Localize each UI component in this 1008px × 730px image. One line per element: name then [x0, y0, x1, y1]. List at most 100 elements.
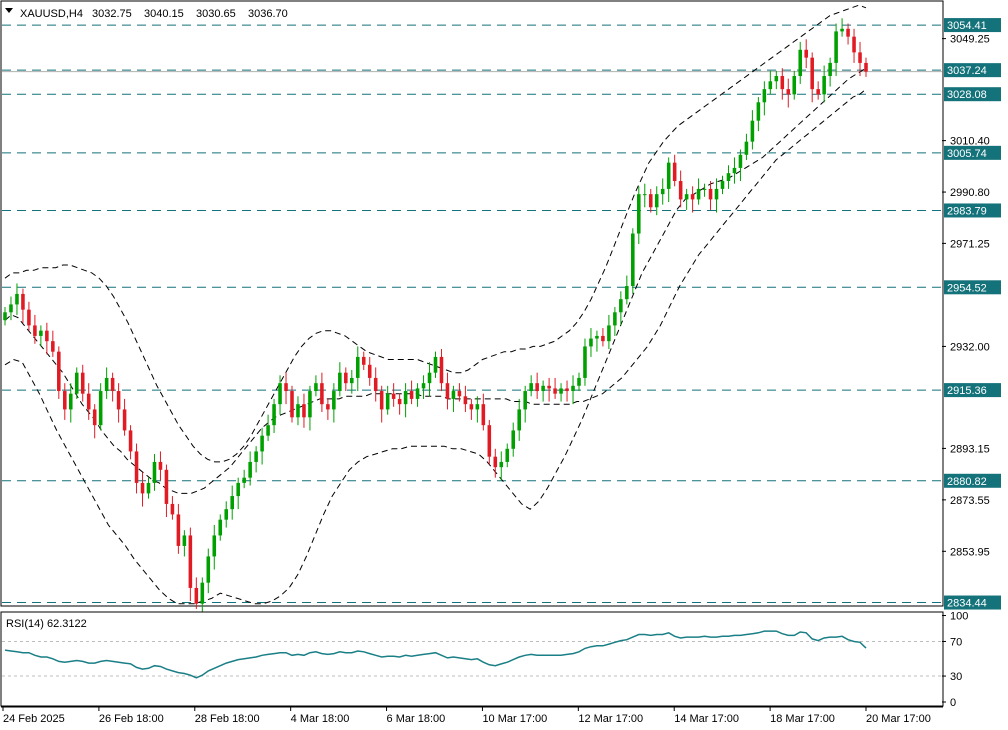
candle[interactable]: [613, 307, 617, 336]
candle[interactable]: [320, 372, 324, 413]
candle[interactable]: [218, 514, 223, 541]
candle[interactable]: [505, 443, 510, 468]
candle[interactable]: [158, 451, 163, 481]
candle[interactable]: [80, 364, 85, 402]
candle[interactable]: [170, 496, 175, 520]
candle[interactable]: [816, 81, 820, 100]
candle[interactable]: [834, 23, 838, 77]
candle[interactable]: [116, 383, 121, 423]
candle[interactable]: [385, 385, 390, 415]
candle[interactable]: [559, 383, 563, 402]
candle[interactable]: [344, 367, 348, 392]
candle[interactable]: [738, 149, 743, 182]
candle[interactable]: [242, 469, 246, 489]
candle[interactable]: [828, 57, 832, 87]
candle[interactable]: [642, 183, 647, 208]
candle[interactable]: [421, 375, 426, 399]
price-axis[interactable]: 3049.25 3010.40 2990.80 2971.25 2932.00 2893.…: [942, 34, 990, 559]
candle[interactable]: [338, 362, 342, 397]
candle[interactable]: [308, 385, 312, 431]
candle[interactable]: [858, 41, 862, 77]
candle[interactable]: [637, 186, 641, 245]
candle[interactable]: [182, 530, 187, 557]
candle[interactable]: [290, 385, 294, 423]
candle[interactable]: [493, 448, 498, 478]
candle[interactable]: [553, 377, 557, 399]
candle[interactable]: [415, 383, 420, 407]
candle[interactable]: [63, 383, 67, 420]
candle[interactable]: [391, 383, 396, 407]
candle[interactable]: [708, 181, 713, 210]
candle[interactable]: [714, 178, 719, 213]
candle[interactable]: [595, 330, 599, 352]
candle[interactable]: [744, 133, 749, 161]
candle[interactable]: [523, 385, 527, 423]
candle[interactable]: [529, 375, 533, 397]
candle[interactable]: [822, 65, 826, 103]
candle[interactable]: [571, 375, 575, 405]
candle[interactable]: [852, 28, 856, 63]
candle[interactable]: [326, 398, 330, 420]
candle[interactable]: [9, 296, 13, 321]
candle[interactable]: [260, 427, 264, 465]
candle[interactable]: [726, 165, 731, 189]
candle[interactable]: [846, 23, 850, 45]
candle[interactable]: [367, 356, 372, 386]
rsi-pane[interactable]: RSI(14) 62.3122 100 70 30 0: [0, 611, 968, 709]
main-pane[interactable]: [0, 0, 944, 612]
candle[interactable]: [74, 367, 79, 399]
candle[interactable]: [499, 451, 504, 481]
time-axis[interactable]: 24 Feb 2025 26 Feb 18:00 28 Feb 18:00 4 Mar…: [1, 706, 943, 725]
candle[interactable]: [631, 228, 635, 294]
candle[interactable]: [607, 314, 611, 350]
candle[interactable]: [397, 393, 402, 415]
candle[interactable]: [666, 157, 671, 203]
candle[interactable]: [469, 398, 474, 420]
candle[interactable]: [284, 372, 288, 405]
candle[interactable]: [266, 414, 270, 441]
candle[interactable]: [39, 325, 43, 347]
candle[interactable]: [45, 322, 49, 355]
candle[interactable]: [122, 398, 127, 436]
candle[interactable]: [702, 183, 707, 197]
candle[interactable]: [565, 380, 569, 402]
candle[interactable]: [589, 328, 593, 357]
candle[interactable]: [786, 78, 791, 108]
candle[interactable]: [164, 464, 169, 518]
candle[interactable]: [314, 375, 318, 397]
candle[interactable]: [481, 393, 486, 431]
candle[interactable]: [212, 524, 217, 570]
candle[interactable]: [487, 419, 492, 465]
candle[interactable]: [224, 501, 229, 528]
candle[interactable]: [200, 577, 205, 612]
candle[interactable]: [660, 178, 665, 205]
candle[interactable]: [350, 370, 354, 394]
candle[interactable]: [332, 383, 336, 423]
candle[interactable]: [296, 396, 300, 426]
candle[interactable]: [463, 385, 468, 413]
candle[interactable]: [798, 41, 803, 84]
candle[interactable]: [3, 307, 7, 326]
candle[interactable]: [457, 383, 462, 402]
candle[interactable]: [648, 188, 653, 213]
candle[interactable]: [840, 18, 844, 37]
candle[interactable]: [272, 398, 276, 434]
candle[interactable]: [774, 70, 779, 90]
candle[interactable]: [206, 548, 211, 594]
candle[interactable]: [236, 477, 240, 510]
candle[interactable]: [451, 385, 456, 413]
candle[interactable]: [750, 110, 755, 150]
candle[interactable]: [403, 383, 408, 418]
candle[interactable]: [804, 39, 808, 69]
candle[interactable]: [696, 178, 701, 205]
candle[interactable]: [445, 372, 450, 410]
candle[interactable]: [110, 372, 115, 402]
candle[interactable]: [547, 377, 551, 402]
candle[interactable]: [732, 157, 737, 184]
candle[interactable]: [720, 175, 725, 195]
candle[interactable]: [583, 338, 587, 386]
candle[interactable]: [68, 383, 73, 423]
candle[interactable]: [379, 385, 384, 423]
candle[interactable]: [57, 346, 61, 399]
